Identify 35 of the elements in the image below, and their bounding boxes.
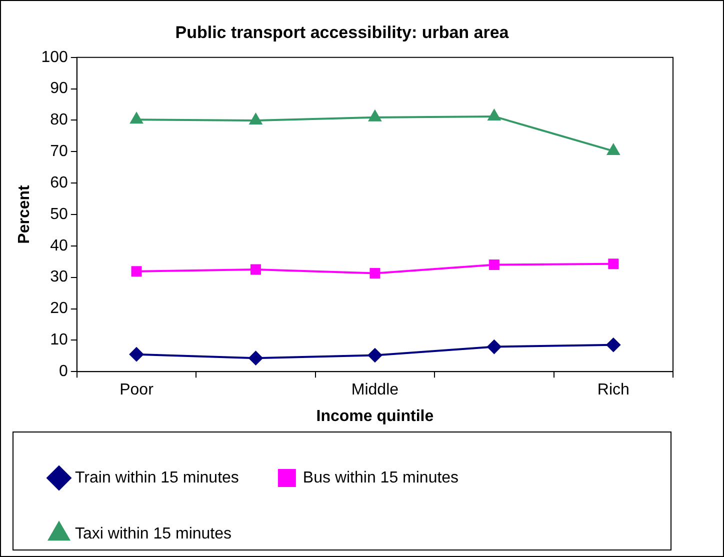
point [608,258,619,270]
point [248,351,263,366]
point [606,338,620,352]
y-tick-label: 40 [50,237,68,254]
point [250,114,262,125]
y-tick-label: 50 [50,206,68,223]
point [368,110,382,122]
legend-label: Taxi within 15 minutes [75,525,232,542]
y-tick-label: 60 [50,174,68,192]
chart-title: Public transport accessibility: urban area [175,22,510,42]
point [130,112,143,124]
point [488,260,500,270]
point [488,109,500,120]
y-tick-label: 80 [50,112,68,129]
point [368,348,382,362]
point [250,264,261,275]
x-tick-label: Poor [120,382,154,399]
x-tick-label: Middle [351,382,399,399]
y-tick-label: 100 [41,48,68,66]
point [131,266,142,277]
point [607,144,620,156]
x-axis-title: Income quintile [316,408,434,425]
y-axis-title: Percent [16,184,34,244]
legend-label: Bus within 15 minutes [302,469,459,486]
y-tick-label: 10 [50,332,68,349]
y-tick-label: 0 [58,363,68,380]
y-tick-label: 20 [50,300,68,318]
y-tick-label: 30 [50,268,68,286]
x-tick-label: Rich [597,382,630,399]
y-tick-label: 70 [50,143,68,160]
y-tick-label: 90 [50,80,68,98]
point [370,268,380,278]
point [130,347,144,362]
point [487,340,502,354]
legend-label: Train within 15 minutes [75,469,239,486]
